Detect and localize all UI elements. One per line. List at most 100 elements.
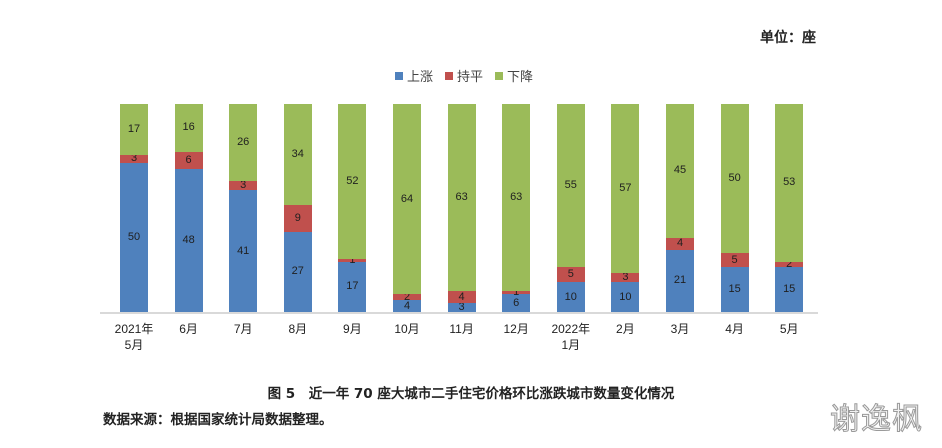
bar-column: 4 2 64 — [393, 104, 421, 312]
x-tick-label: 6月 — [179, 322, 198, 336]
bar-segment-fall: 52 — [338, 104, 367, 259]
x-axis-labels: 2021年 5月 6月 7月 8月 9月 10月 11月 12月 2022年 1月 2月 3月 4月 5… — [100, 321, 818, 361]
legend-item-rise: 上涨 — [395, 66, 433, 85]
bar-segment-flat: 4 — [666, 238, 694, 250]
legend-item-fall: 下降 — [495, 66, 533, 85]
x-tick-label: 2022年 1月 — [551, 322, 591, 352]
x-tick-label: 2021年 5月 — [114, 322, 154, 352]
bar-segment-flat: 3 — [120, 152, 148, 165]
bar-segment-rise: 50 — [120, 163, 148, 312]
bar-segment-fall: 17 — [120, 104, 148, 155]
bar-segment-fall: 57 — [611, 104, 640, 274]
bar-segment-rise: 27 — [283, 231, 312, 312]
bar-segment-flat: 5 — [556, 267, 585, 283]
data-label: 1 — [513, 286, 520, 299]
bar-column: 3 4 63 — [447, 104, 476, 314]
bar-segment-fall: 55 — [556, 104, 585, 268]
watermark: 谢逸枫 — [830, 402, 923, 438]
bar-segment-flat: 4 — [447, 290, 476, 304]
bar-column: 10 3 57 — [611, 104, 640, 312]
x-tick-label: 3月 — [670, 322, 690, 336]
bar-segment-rise: 21 — [666, 249, 694, 312]
bar-segment-fall: 50 — [720, 104, 749, 253]
x-tick-label: 2月 — [616, 322, 635, 336]
x-tick-label: 5月 — [779, 322, 799, 336]
plot-area: 50 3 17 48 6 16 41 3 26 27 9 34 17 1 52 4 2 64 3 4 63 6 1 63 10 5… — [100, 104, 818, 314]
x-tick-label: 10月 — [394, 322, 420, 336]
bar-column: 17 1 52 — [338, 104, 367, 312]
bar-segment-fall: 26 — [229, 104, 258, 182]
data-label: 10 — [564, 290, 577, 303]
bar-segment-flat: 1 — [502, 287, 531, 298]
bar-column: 6 1 63 — [502, 104, 531, 312]
bar-segment-rise: 15 — [720, 267, 749, 312]
data-label: 3 — [622, 271, 629, 284]
figure-caption: 图 5 近一年 70 座大城市二手住宅价格环比涨跌城市数量变化情况 — [267, 386, 675, 402]
bar-column: 15 2 53 — [775, 104, 804, 312]
data-label: 64 — [400, 192, 414, 205]
bar-column: 48 6 16 — [174, 104, 203, 312]
bar-segment-flat: 9 — [283, 205, 312, 232]
bar-segment-rise: 3 — [447, 301, 476, 314]
data-label: 10 — [619, 290, 632, 303]
data-label: 4 — [403, 299, 411, 312]
data-label: 53 — [783, 176, 796, 189]
bar-column: 10 5 55 — [556, 104, 585, 312]
data-label: 52 — [346, 174, 359, 187]
x-tick-label: 8月 — [288, 322, 308, 336]
legend-swatch-rise — [395, 71, 403, 80]
data-label: 15 — [783, 283, 796, 296]
data-label: 50 — [127, 231, 141, 244]
x-axis-line — [100, 312, 818, 314]
bar-segment-fall: 63 — [502, 104, 531, 292]
data-label: 55 — [564, 179, 577, 192]
bar-column: 50 3 17 — [120, 104, 148, 312]
data-label: 50 — [728, 171, 741, 184]
data-label: 4 — [676, 237, 684, 250]
bar-segment-fall: 16 — [174, 104, 203, 152]
bar-segment-fall: 63 — [447, 104, 476, 292]
legend-label-rise: 上涨 — [407, 70, 434, 85]
bar-column: 15 5 50 — [720, 104, 749, 312]
data-label: 3 — [458, 301, 465, 314]
legend-label-flat: 持平 — [457, 70, 484, 85]
data-label: 63 — [455, 191, 468, 204]
data-label: 6 — [185, 153, 192, 166]
bar-column: 21 4 45 — [666, 104, 694, 312]
legend-item-flat: 持平 — [445, 66, 483, 85]
unit-label: 单位：座 — [760, 30, 816, 46]
bar-segment-flat: 3 — [229, 180, 258, 191]
data-label: 17 — [127, 122, 141, 135]
data-label: 6 — [513, 296, 520, 309]
bar-segment-rise: 10 — [556, 282, 585, 312]
bar-segment-rise: 48 — [174, 169, 203, 312]
x-tick-label: 11月 — [449, 322, 474, 336]
bar-segment-rise: 41 — [229, 190, 258, 312]
x-tick-label: 7月 — [233, 322, 253, 336]
bar-segment-rise: 10 — [611, 282, 640, 312]
bar-column: 41 3 26 — [229, 104, 258, 312]
legend-label-fall: 下降 — [507, 70, 534, 85]
bar-segment-flat: 2 — [393, 291, 421, 302]
legend-swatch-flat — [445, 71, 454, 80]
bar-segment-rise: 6 — [502, 294, 531, 312]
data-label: 16 — [182, 121, 195, 134]
data-label: 4 — [458, 290, 465, 303]
x-tick-label: 9月 — [343, 322, 362, 336]
data-label: 41 — [237, 244, 250, 257]
data-label: 21 — [673, 274, 687, 287]
bar-segment-flat: 1 — [338, 254, 367, 265]
bar-segment-fall: 53 — [775, 104, 804, 262]
data-label: 15 — [728, 283, 741, 296]
x-tick-label: 12月 — [503, 322, 529, 336]
x-tick-label: 4月 — [725, 322, 744, 336]
data-label: 3 — [130, 152, 138, 165]
bar-segment-flat: 2 — [775, 257, 804, 270]
legend-swatch-fall — [495, 71, 504, 80]
bar-segment-fall: 34 — [283, 104, 312, 206]
data-label: 2 — [786, 257, 793, 270]
bar-segment-flat: 5 — [720, 252, 749, 268]
data-label: 45 — [673, 164, 687, 177]
bar-segment-rise: 4 — [393, 300, 421, 312]
data-label: 17 — [346, 280, 359, 293]
